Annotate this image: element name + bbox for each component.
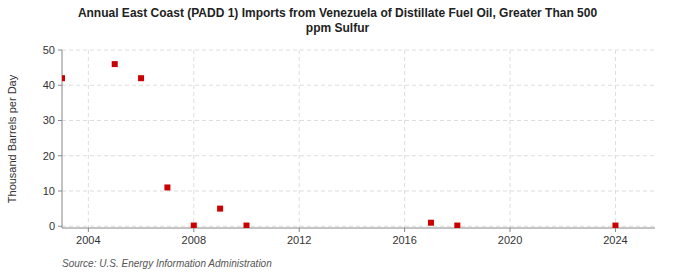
points (62, 61, 618, 228)
y-grid-line (62, 226, 655, 227)
y-tick (58, 190, 62, 191)
x-tick-label: 2016 (392, 234, 416, 246)
scatter-point (191, 223, 197, 228)
x-tick (193, 228, 194, 232)
x-tick (404, 228, 405, 232)
x-grid-line (299, 50, 300, 228)
scatter-point (454, 223, 460, 228)
x-grid-line (510, 50, 511, 228)
scatter-point (243, 223, 249, 228)
scatter-point (428, 220, 434, 226)
y-tick-label: 20 (43, 150, 55, 162)
grid (62, 50, 655, 228)
x-tick (615, 228, 616, 232)
scatter-point (138, 75, 144, 81)
source-note: Source: U.S. Energy Information Administ… (62, 258, 272, 269)
scatter-point (112, 61, 118, 67)
title-line: Annual East Coast (PADD 1) Imports from … (78, 6, 598, 20)
y-grid-line (62, 155, 655, 156)
ticks: 2004 2008 2012 2016 2020 2024 0 10 20 30 40 50 (43, 44, 628, 246)
y-grid-line (62, 190, 655, 191)
y-grid-line (62, 120, 655, 121)
x-tick (510, 228, 511, 232)
y-axis-label: Thousand Barrels per Day (6, 74, 18, 203)
x-tick (88, 228, 89, 232)
x-tick (299, 228, 300, 232)
x-tick-label: 2008 (182, 234, 206, 246)
y-tick-label: 30 (43, 114, 55, 126)
scatter-point (164, 184, 170, 190)
title-line: ppm Sulfur (306, 21, 370, 35)
scatter-point (612, 223, 618, 228)
x-tick-label: 2024 (603, 234, 627, 246)
chart-title: Annual East Coast (PADD 1) Imports from … (78, 6, 598, 35)
x-tick-label: 2020 (498, 234, 522, 246)
x-tick-label: 2012 (287, 234, 311, 246)
chart-svg: 2004 2008 2012 2016 2020 2024 0 10 20 30 40 50 Thous… (0, 0, 675, 275)
x-axis-line (62, 228, 655, 229)
x-grid-line (88, 50, 89, 228)
y-tick (58, 155, 62, 156)
scatter-point (217, 206, 223, 212)
y-tick (58, 120, 62, 121)
y-grid-line (62, 85, 655, 86)
x-tick-label: 2004 (76, 234, 100, 246)
y-tick-label: 50 (43, 44, 55, 56)
x-grid-line (615, 50, 616, 228)
scatter-point (62, 75, 65, 81)
y-tick-label: 40 (43, 79, 55, 91)
x-grid-line (193, 50, 194, 228)
y-tick (58, 50, 62, 51)
y-grid-line (62, 50, 655, 51)
y-tick-label: 10 (43, 185, 55, 197)
chart-container: 2004 2008 2012 2016 2020 2024 0 10 20 30 40 50 Thous… (0, 0, 675, 275)
y-tick (58, 226, 62, 227)
y-tick-label: 0 (49, 220, 55, 232)
y-tick (58, 85, 62, 86)
x-grid-line (404, 50, 405, 228)
